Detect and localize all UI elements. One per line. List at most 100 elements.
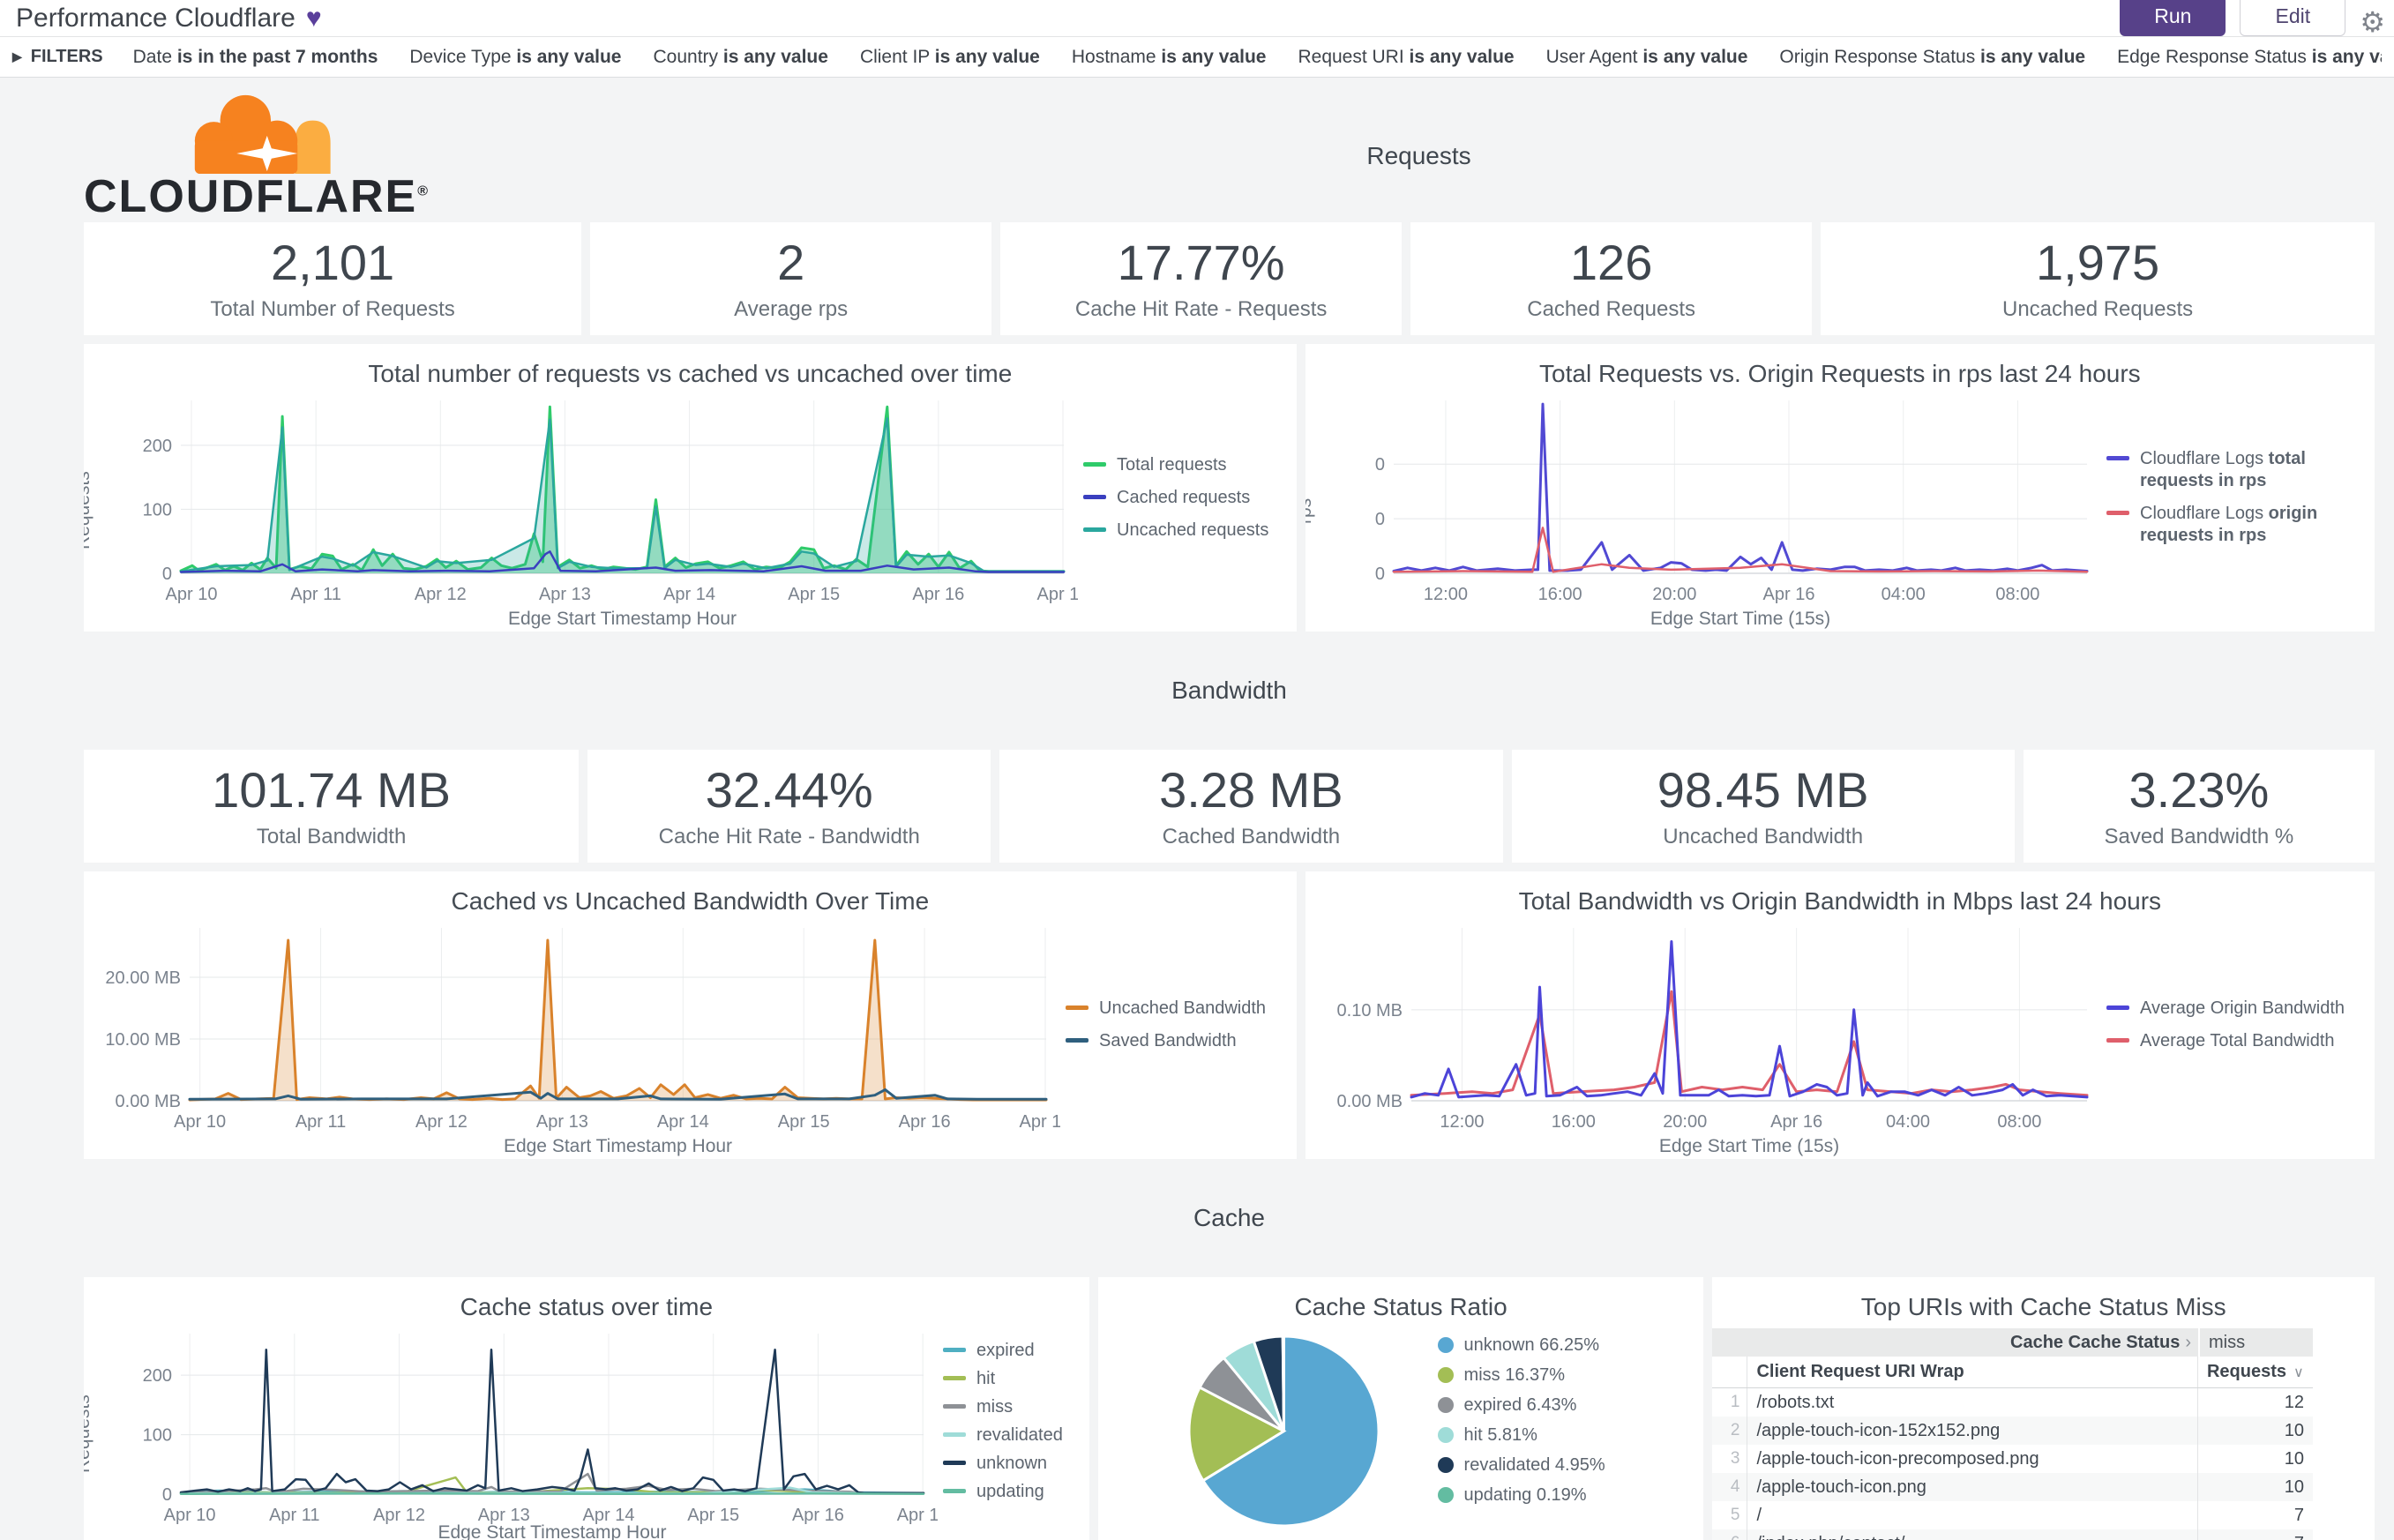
edit-button[interactable]: Edit <box>2240 0 2346 36</box>
svg-text:Apr 11: Apr 11 <box>296 1112 346 1132</box>
legend-item[interactable]: revalidated 4.95% <box>1437 1454 1605 1476</box>
pie-legend: unknown 66.25% miss 16.37% expired 6.43% hi… <box>1433 1334 1618 1533</box>
svg-text:Apr 14: Apr 14 <box>583 1506 635 1525</box>
svg-text:Apr 11: Apr 11 <box>290 585 340 604</box>
legend-item[interactable]: Uncached Bandwidth <box>1066 998 1284 1020</box>
svg-text:Edge Start Time (15s): Edge Start Time (15s) <box>1659 1136 1839 1156</box>
legend-item[interactable]: miss 16.37% <box>1437 1364 1605 1387</box>
legend-item[interactable]: updating <box>943 1481 1077 1503</box>
table-row[interactable]: 6/index.php/contact/7 <box>1712 1529 2313 1540</box>
uri-cell[interactable]: /index.php/contact/ <box>1747 1529 2198 1540</box>
legend-item[interactable]: Average Origin Bandwidth <box>2106 998 2362 1020</box>
legend-item[interactable]: unknown 66.25% <box>1437 1334 1605 1357</box>
legend-item[interactable]: miss <box>943 1396 1077 1418</box>
svg-text:Edge Start Timestamp Hour: Edge Start Timestamp Hour <box>508 609 737 629</box>
uri-column-header[interactable]: Client Request URI Wrap <box>1747 1357 2198 1387</box>
uri-cell[interactable]: /apple-touch-icon.png <box>1747 1473 2198 1501</box>
uri-cell[interactable]: /apple-touch-icon-precomposed.png <box>1747 1445 2198 1473</box>
run-button[interactable]: Run <box>2120 0 2226 36</box>
requests-column-header[interactable]: Requests ∨ <box>2206 1362 2304 1381</box>
table-column-headers: Client Request URI Wrap Requests ∨ <box>1712 1357 2313 1388</box>
svg-text:Edge Start Time (15s): Edge Start Time (15s) <box>1650 609 1830 629</box>
requests-cell[interactable]: 7 <box>2198 1529 2313 1540</box>
legend-item[interactable]: unknown <box>943 1453 1077 1475</box>
legend-label: expired <box>976 1340 1035 1360</box>
filters-toggle[interactable]: ▶ FILTERS <box>12 47 103 67</box>
chart-legend: Average Origin Bandwidth Average Total Ba… <box>2101 917 2375 1159</box>
legend-item[interactable]: Saved Bandwidth <box>1066 1030 1284 1052</box>
svg-text:08:00: 08:00 <box>1997 1112 2041 1132</box>
kpi-value: 2,101 <box>271 235 395 291</box>
svg-text:Apr 16: Apr 16 <box>912 585 964 604</box>
svg-text:Apr 16: Apr 16 <box>1770 1112 1822 1132</box>
legend-label: revalidated 4.95% <box>1463 1454 1605 1475</box>
section-header-cache: Cache <box>1193 1204 1265 1231</box>
filter-item[interactable]: Request URI is any value <box>1298 46 1515 67</box>
kpi-uncached-bandwidth: 98.45 MB Uncached Bandwidth <box>1511 750 2015 863</box>
kpi-label: Cache Hit Rate - Bandwidth <box>658 824 920 848</box>
legend-swatch <box>1437 1336 1454 1353</box>
legend-item[interactable]: Average Total Bandwidth <box>2106 1030 2362 1052</box>
legend-swatch <box>943 1488 966 1493</box>
filters-list: Date is in the past 7 months Device Type … <box>133 47 2382 68</box>
legend-swatch <box>1083 527 1106 532</box>
cloudflare-wordmark: CLOUDFLARE® <box>84 171 430 222</box>
filter-item[interactable]: Country is any value <box>653 46 828 67</box>
row-number-header <box>1712 1357 1748 1387</box>
legend-label: hit 5.81% <box>1463 1424 1537 1445</box>
legend-label: miss 16.37% <box>1463 1364 1566 1385</box>
legend-item[interactable]: Cloudflare Logs total requests in rps <box>2106 448 2362 492</box>
legend-item[interactable]: Total requests <box>1083 454 1284 476</box>
requests-over-time-plot: Apr 10 Apr 11 Apr 12 Apr 13 Apr 14 Apr 15 Apr … <box>124 390 1089 632</box>
table-row[interactable]: 5/ 7 <box>1712 1501 2313 1529</box>
chart-legend: Uncached Bandwidth Saved Bandwidth <box>1060 917 1297 1159</box>
svg-text:0: 0 <box>1375 564 1385 584</box>
requests-cell[interactable]: 7 <box>2293 1505 2304 1525</box>
filter-item[interactable]: Edge Response Status is any value <box>2117 46 2382 67</box>
legend-item[interactable]: Cached requests <box>1083 487 1284 509</box>
filter-item[interactable]: Device Type is any value <box>409 46 622 67</box>
svg-text:Apr 12: Apr 12 <box>415 585 467 604</box>
legend-item[interactable]: Cloudflare Logs origin requests in rps <box>2106 503 2362 547</box>
legend-swatch <box>1437 1426 1454 1443</box>
legend-item[interactable]: Uncached requests <box>1083 520 1284 542</box>
filter-item[interactable]: Origin Response Status is any value <box>1779 46 2086 67</box>
bandwidth-over-time-plot: Apr 10 Apr 11 Apr 12 Apr 13 Apr 14 Apr 15 Apr … <box>84 917 1071 1159</box>
section-header-requests: Requests <box>1366 142 1471 169</box>
table-row[interactable]: 3/apple-touch-icon-precomposed.png 10 <box>1712 1445 2313 1473</box>
filter-item[interactable]: Hostname is any value <box>1071 46 1267 67</box>
svg-text:Apr 15: Apr 15 <box>788 585 840 604</box>
gear-icon[interactable]: ⚙ <box>2360 6 2385 38</box>
uri-cell[interactable]: /robots.txt <box>1747 1388 2198 1417</box>
kpi-label: Total Number of Requests <box>210 296 455 321</box>
legend-item[interactable]: updating 0.19% <box>1437 1484 1605 1506</box>
legend-item[interactable]: expired 6.43% <box>1437 1394 1605 1417</box>
legend-item[interactable]: revalidated <box>943 1424 1077 1447</box>
filter-item[interactable]: Client IP is any value <box>859 46 1040 67</box>
charts-row-bandwidth: Cached vs Uncached Bandwidth Over Time A… <box>84 871 2375 1159</box>
requests-cell[interactable]: 10 <box>2284 1476 2304 1497</box>
kpi-cache-hit-rate-bandwidth: 32.44% Cache Hit Rate - Bandwidth <box>587 750 991 863</box>
legend-item[interactable]: hit <box>943 1368 1077 1390</box>
uri-cell[interactable]: / <box>1747 1501 2198 1529</box>
svg-text:Apr 14: Apr 14 <box>657 1112 709 1132</box>
filter-item[interactable]: Date is in the past 7 months <box>132 46 378 67</box>
requests-cell[interactable]: 10 <box>2284 1448 2304 1469</box>
filter-item[interactable]: User Agent is any value <box>1545 46 1748 67</box>
legend-item[interactable]: expired <box>943 1340 1077 1362</box>
table-row[interactable]: 4/apple-touch-icon.png 10 <box>1712 1473 2313 1501</box>
requests-cell[interactable]: 10 <box>2284 1420 2304 1440</box>
table-row[interactable]: 1/robots.txt 12 <box>1712 1388 2313 1417</box>
panel-top-uris-miss: Top URIs with Cache Status Miss Cache Ca… <box>1712 1277 2375 1540</box>
pivot-header-label[interactable]: Cache Cache Status › <box>2010 1332 2191 1352</box>
kpi-saved-bandwidth-pct: 3.23% Saved Bandwidth % <box>2023 750 2375 863</box>
svg-text:Apr 13: Apr 13 <box>539 585 591 604</box>
uri-cell[interactable]: /apple-touch-icon-152x152.png <box>1747 1417 2198 1445</box>
favorite-heart-icon[interactable]: ♥ <box>305 3 322 33</box>
legend-label: expired 6.43% <box>1463 1394 1577 1415</box>
svg-text:20:00: 20:00 <box>1652 585 1696 604</box>
kpi-value: 17.77% <box>1117 235 1285 291</box>
legend-item[interactable]: hit 5.81% <box>1437 1424 1605 1447</box>
requests-cell[interactable]: 12 <box>2284 1392 2304 1412</box>
table-row[interactable]: 2/apple-touch-icon-152x152.png 10 <box>1712 1417 2313 1445</box>
